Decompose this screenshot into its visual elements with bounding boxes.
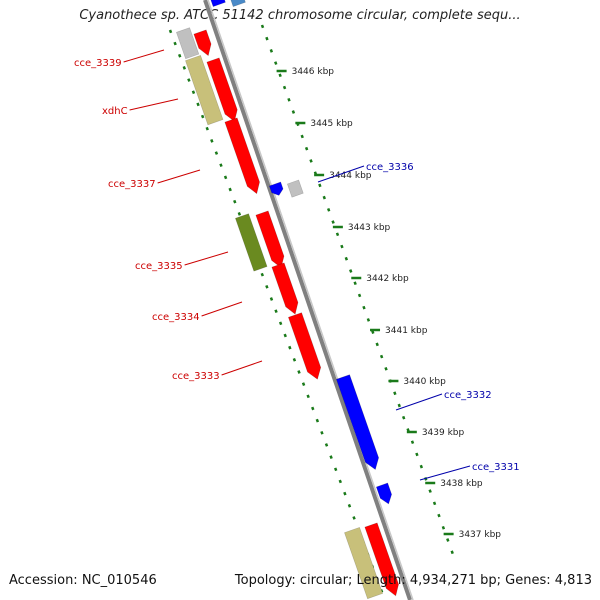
gene-label[interactable]: cce_3337 bbox=[108, 179, 156, 190]
gene-label[interactable]: cce_3333 bbox=[172, 371, 220, 382]
scale-label: 3438 kbp bbox=[440, 479, 483, 489]
gene-cce_3336-grey[interactable] bbox=[286, 179, 304, 198]
scale-label: 3440 kbp bbox=[403, 377, 446, 387]
gene-leader-line bbox=[123, 49, 165, 63]
gene-label[interactable]: cce_3339 bbox=[74, 58, 122, 69]
scale-label: 3437 kbp bbox=[459, 530, 502, 540]
chromosome-backbone bbox=[203, 0, 412, 600]
map-title: Cyanothece sp. ATCC 51142 chromosome cir… bbox=[79, 8, 521, 23]
gene-cce_3336[interactable] bbox=[268, 181, 284, 196]
gene-cce_3339[interactable] bbox=[176, 27, 200, 60]
gene-block[interactable] bbox=[230, 0, 246, 7]
scale-label: 3443 kbp bbox=[348, 223, 391, 233]
scale-label: 3442 kbp bbox=[366, 274, 409, 284]
gene-label[interactable]: cce_3335 bbox=[135, 261, 183, 272]
gene-cce_3335[interactable] bbox=[235, 213, 268, 272]
gene-label[interactable]: cce_3334 bbox=[152, 312, 200, 323]
gene-cce_3331[interactable] bbox=[375, 482, 392, 505]
gene-block-arrow[interactable] bbox=[364, 522, 399, 597]
gene-xdhC-arrow[interactable] bbox=[206, 57, 238, 122]
gene-leader-line bbox=[157, 169, 201, 184]
gene-leader-line bbox=[129, 98, 179, 111]
gene-leader-line bbox=[419, 465, 471, 481]
gene-leader-line bbox=[201, 301, 243, 317]
scale-label: 3439 kbp bbox=[422, 428, 465, 438]
gene-label[interactable]: cce_3331 bbox=[472, 462, 520, 473]
gene-cce_3332[interactable] bbox=[336, 374, 379, 471]
gene-block[interactable] bbox=[344, 526, 384, 600]
gene-cce_3337[interactable] bbox=[224, 117, 260, 195]
gene-leader-line bbox=[395, 393, 443, 411]
accession-text: Accession: NC_010546 bbox=[9, 573, 157, 588]
topology-summary: Topology: circular; Length: 4,934,271 bp… bbox=[234, 573, 592, 588]
gene-label[interactable]: xdhC bbox=[102, 106, 128, 117]
gene-cce_3333[interactable] bbox=[288, 312, 322, 380]
gene-xdhC[interactable] bbox=[185, 54, 224, 126]
gene-cce_3339-arrow[interactable] bbox=[193, 29, 212, 57]
gene-cce_3335-arrow[interactable] bbox=[255, 210, 285, 269]
gene-label[interactable]: cce_3336 bbox=[366, 162, 414, 173]
gene-leader-line bbox=[184, 251, 229, 266]
scale-label: 3446 kbp bbox=[292, 67, 335, 77]
gene-leader-line bbox=[221, 360, 263, 376]
gene-block[interactable] bbox=[210, 0, 226, 7]
left-tick-row bbox=[168, 29, 387, 600]
scale-label: 3441 kbp bbox=[385, 326, 428, 336]
scale-label: 3444 kbp bbox=[329, 171, 372, 181]
gene-label[interactable]: cce_3332 bbox=[444, 390, 492, 401]
gene-cce_3334[interactable] bbox=[271, 262, 299, 315]
scale-label: 3445 kbp bbox=[310, 119, 353, 129]
gene-leader-line bbox=[317, 165, 365, 183]
